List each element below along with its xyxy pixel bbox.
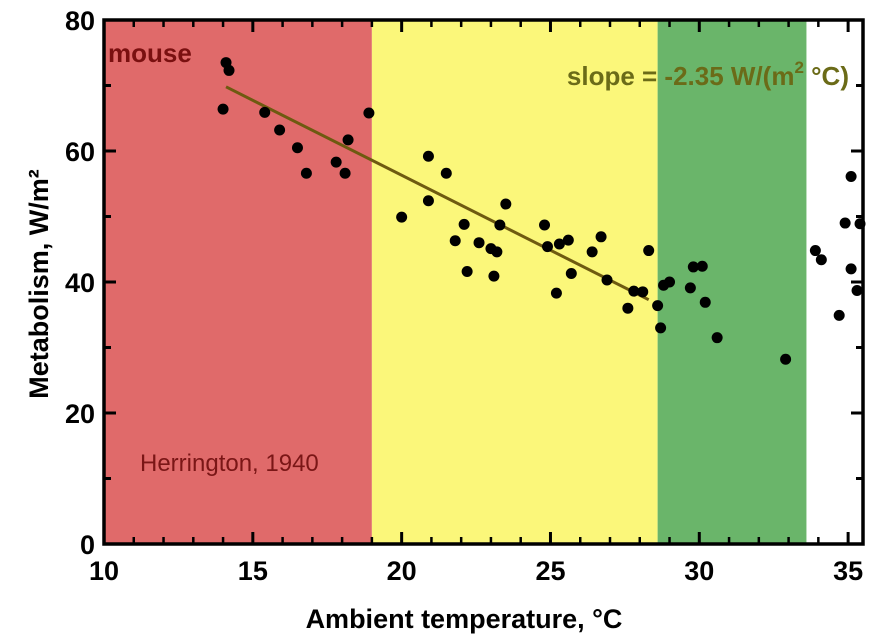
source-label: Herrington, 1940 [140, 450, 319, 477]
data-point [664, 276, 676, 288]
axis-ticks [102, 18, 863, 546]
data-point [396, 211, 408, 223]
data-point [491, 246, 503, 258]
x-tick-label: 10 [89, 556, 119, 586]
data-point [422, 195, 434, 207]
data-point [809, 245, 821, 257]
data-point [628, 285, 640, 297]
data-point [291, 142, 303, 154]
y-tick-label: 40 [65, 268, 95, 298]
y-tick-label: 20 [65, 399, 95, 429]
slope-text: slope = -2.35 W/(m [567, 61, 795, 91]
data-point [300, 167, 312, 179]
data-point [711, 332, 723, 344]
data-point [473, 237, 485, 249]
zone-2 [657, 20, 807, 544]
data-point [422, 150, 434, 162]
data-point [851, 285, 863, 297]
data-point [652, 300, 664, 312]
data-point [637, 286, 649, 298]
regression-line [225, 85, 650, 302]
y-tick-label: 0 [80, 530, 95, 560]
x-tick-label: 35 [833, 556, 863, 586]
data-point [274, 124, 286, 136]
data-point [330, 156, 342, 168]
y-tick-label: 60 [65, 137, 95, 167]
data-point [440, 167, 452, 179]
regression-line-group [225, 85, 650, 302]
data-point [780, 353, 792, 365]
data-point [845, 263, 857, 275]
data-point [595, 231, 607, 243]
data-point [494, 219, 506, 231]
data-point [815, 254, 827, 266]
y-tick-label: 80 [65, 6, 95, 36]
y-axis-title: Metabolism, W/m² [24, 169, 54, 399]
data-point [539, 219, 551, 231]
data-point [643, 245, 655, 257]
data-point [259, 106, 271, 118]
data-point [684, 282, 696, 294]
data-point [461, 266, 473, 278]
data-point [488, 270, 500, 282]
data-point [562, 234, 574, 246]
data-point [550, 287, 562, 299]
data-point [541, 241, 553, 253]
data-point [553, 238, 565, 250]
data-points [217, 57, 866, 365]
data-point [217, 103, 229, 115]
x-axis-title: Ambient temperature, °C [306, 604, 623, 634]
data-point [223, 64, 235, 76]
data-point [833, 309, 845, 321]
tick-labels: 10 15 20 25 30 35 0 20 40 60 80 [65, 6, 863, 586]
x-tick-label: 20 [387, 556, 417, 586]
data-point [458, 218, 470, 230]
data-point [342, 134, 354, 146]
data-point [699, 296, 711, 308]
species-label: mouse [108, 38, 192, 68]
data-point [339, 167, 351, 179]
data-point [586, 246, 598, 258]
slope-superscript: 2 [794, 58, 803, 77]
x-tick-label: 15 [238, 556, 268, 586]
slope-unit: °C) [804, 61, 849, 91]
x-tick-label: 30 [684, 556, 714, 586]
zone-0 [104, 20, 372, 544]
data-point [363, 107, 375, 119]
slope-label: slope = -2.35 W/(m2 °C) [567, 58, 849, 91]
data-point [845, 171, 857, 183]
data-point [839, 217, 851, 229]
data-point [687, 261, 699, 273]
x-tick-label: 25 [535, 556, 565, 586]
data-point [655, 322, 667, 334]
data-point [696, 260, 708, 272]
data-point [500, 198, 512, 210]
data-point [622, 302, 634, 314]
data-point [601, 274, 613, 286]
data-point [449, 235, 461, 247]
data-point [565, 267, 577, 279]
